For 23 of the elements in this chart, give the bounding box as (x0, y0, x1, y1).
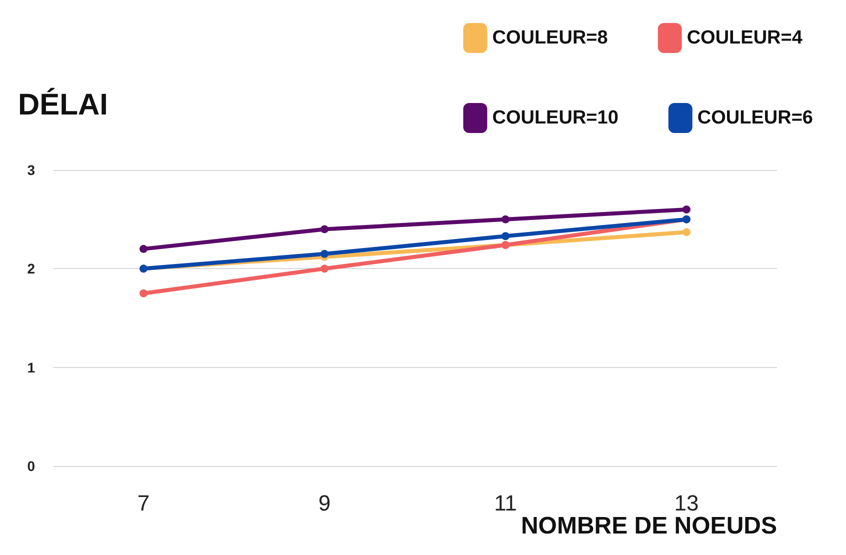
point (320, 264, 328, 273)
point (502, 215, 510, 224)
legend-label: COULEUR=4 (686, 28, 803, 48)
y-axis-title: DÉLAI (18, 88, 108, 122)
legend-label: COULEUR=6 (697, 108, 814, 128)
y-tick-label: 0 (27, 458, 36, 474)
x-tick-label: 13 (674, 490, 699, 516)
point (502, 232, 510, 240)
y-tick-label: 2 (27, 260, 36, 277)
point (140, 244, 148, 253)
point (320, 250, 328, 258)
legend-label: COULEUR=8 (492, 28, 608, 48)
x-axis-title: NOMBRE DE NOEUDS (520, 512, 777, 540)
y-tick-label: 3 (27, 162, 36, 178)
y-tick-label: 1 (27, 359, 36, 376)
point (682, 228, 690, 236)
point (682, 205, 690, 214)
point (320, 225, 328, 234)
x-tick-label: 9 (318, 490, 331, 516)
x-tick-label: 7 (137, 490, 150, 516)
x-tick-label: 11 (494, 490, 517, 516)
point (140, 289, 148, 298)
legend-label: COULEUR=10 (492, 108, 618, 128)
